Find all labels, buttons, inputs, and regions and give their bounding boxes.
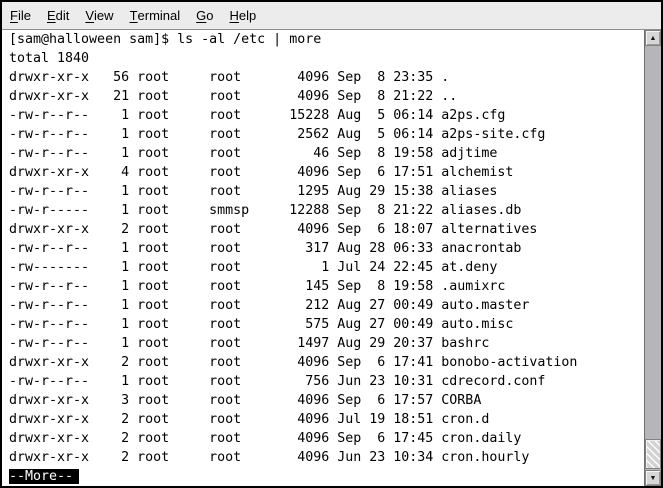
terminal-line: -rw-r--r-- 1 root root 15228 Aug 5 06:14… [9, 108, 506, 123]
scroll-down-button[interactable]: ▼ [645, 470, 661, 486]
terminal-line: drwxr-xr-x 2 root root 4096 Sep 6 17:45 … [9, 431, 522, 446]
scroll-up-button[interactable]: ▲ [645, 30, 661, 46]
menu-help-label: H [229, 8, 239, 23]
terminal-line: -rw-r--r-- 1 root root 46 Sep 8 19:58 ad… [9, 146, 498, 161]
terminal-line: -rw-r--r-- 1 root root 212 Aug 27 00:49 … [9, 298, 530, 313]
terminal-line: drwxr-xr-x 4 root root 4096 Sep 6 17:51 … [9, 165, 514, 180]
terminal-line: -rw------- 1 root root 1 Jul 24 22:45 at… [9, 260, 498, 275]
terminal-lines: drwxr-xr-x 56 root root 4096 Sep 8 23:35… [9, 68, 644, 467]
terminal-line: -rw-r--r-- 1 root root 1497 Aug 29 20:37… [9, 336, 490, 351]
terminal-line: -rw-r--r-- 1 root root 145 Sep 8 19:58 .… [9, 279, 506, 294]
terminal-content: [sam@halloween sam]$ ls -al /etc | more t… [2, 30, 661, 486]
scrollbar-trough[interactable] [645, 46, 661, 470]
terminal-line: drwxr-xr-x 3 root root 4096 Sep 6 17:57 … [9, 393, 482, 408]
terminal-line: drwxr-xr-x 21 root root 4096 Sep 8 21:22… [9, 89, 458, 104]
terminal-line: drwxr-xr-x 2 root root 4096 Jul 19 18:51… [9, 412, 490, 427]
more-prompt-line: --More-- [9, 467, 644, 486]
terminal-line: drwxr-xr-x 56 root root 4096 Sep 8 23:35… [9, 70, 450, 85]
total-line: total 1840 [9, 51, 90, 66]
terminal-line: drwxr-xr-x 2 root root 4096 Sep 6 18:07 … [9, 222, 538, 237]
scrollbar: ▲ ▼ [644, 30, 661, 486]
terminal-line: -rw-r--r-- 1 root root 2562 Aug 5 06:14 … [9, 127, 546, 142]
menu-edit-label: E [46, 8, 56, 23]
menu-view-label-rest: iew [94, 8, 114, 23]
terminal-line: drwxr-xr-x 2 root root 4096 Sep 6 17:41 … [9, 355, 578, 370]
triangle-up-icon: ▲ [649, 34, 657, 42]
menu-terminal-label-rest: erminal [137, 8, 181, 23]
terminal-line: -rw-r--r-- 1 root root 317 Aug 28 06:33 … [9, 241, 522, 256]
menu-view-label: V [85, 8, 95, 23]
more-prompt: --More-- [9, 469, 80, 484]
menu-go-label: G [196, 8, 207, 23]
scrollbar-thumb[interactable] [645, 439, 661, 469]
menu-file-label: F [10, 8, 18, 23]
shell-prompt-line: [sam@halloween sam]$ ls -al /etc | more [9, 32, 322, 47]
terminal-line: -rw-r--r-- 1 root root 756 Jun 23 10:31 … [9, 374, 546, 389]
menu-terminal-label: T [129, 8, 138, 23]
terminal-line: -rw-r--r-- 1 root root 575 Aug 27 00:49 … [9, 317, 514, 332]
terminal-line: -rw-r----- 1 root smmsp 12288 Sep 8 21:2… [9, 203, 522, 218]
triangle-down-icon: ▼ [649, 474, 657, 482]
menu-go-label-rest: o [206, 8, 214, 23]
terminal-line: drwxr-xr-x 2 root root 4096 Jun 23 10:34… [9, 450, 530, 465]
terminal-screen[interactable]: [sam@halloween sam]$ ls -al /etc | more t… [2, 30, 644, 486]
terminal-line: -rw-r--r-- 1 root root 1295 Aug 29 15:38… [9, 184, 498, 199]
menu-file-label-rest: ile [17, 8, 31, 23]
menu-edit-label-rest: dit [55, 8, 70, 23]
menu-help-label-rest: elp [238, 8, 257, 23]
